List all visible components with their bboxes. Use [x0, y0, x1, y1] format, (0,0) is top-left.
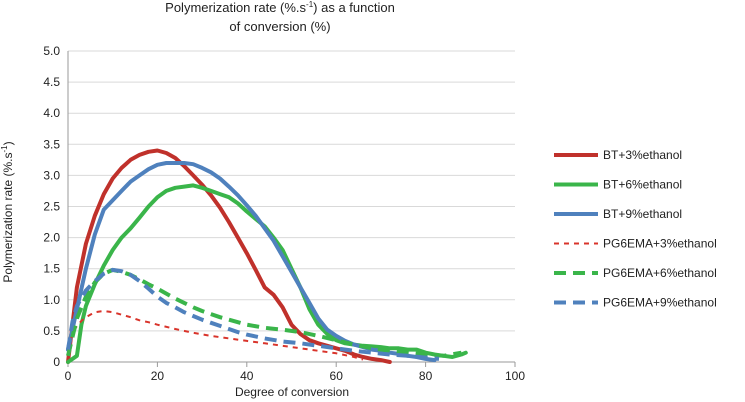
- legend-label-3: BT+9%ethanol: [603, 207, 682, 221]
- x-tick-label: 0: [65, 369, 72, 383]
- y-tick-label: 3.0: [43, 168, 60, 182]
- y-tick-label: 2.5: [43, 200, 60, 214]
- legend-label-2: BT+6%ethanol: [603, 178, 682, 192]
- series-line-4: [67, 310, 364, 361]
- y-tick-label: 1.0: [43, 293, 60, 307]
- legend-label-4: PG6EMA+3%ethanol: [603, 237, 717, 251]
- x-tick-label: 80: [419, 369, 433, 383]
- y-tick-label: 0: [53, 355, 60, 369]
- y-axis-label: Polymerization rate (%.s-1): [0, 141, 15, 282]
- legend-label-5: PG6EMA+6%ethanol: [603, 266, 717, 280]
- x-tick-label: 20: [151, 369, 165, 383]
- y-tick-label: 2.0: [43, 231, 60, 245]
- series-line-6: [66, 267, 440, 361]
- y-tick-label: 5.0: [43, 44, 60, 58]
- chart-title-line-2: of conversion (%): [229, 19, 330, 34]
- x-tick-label: 60: [330, 369, 344, 383]
- y-tick-labels: 0 0.5 1.0 1.5 2.0 2.5 3.0 3.5 4.0 4.5 5.0: [43, 44, 60, 369]
- y-tick-label: 1.5: [43, 262, 60, 276]
- legend-label-1: BT+3%ethanol: [603, 148, 682, 162]
- series-lines: [66, 148, 468, 364]
- x-tick-label: 40: [240, 369, 254, 383]
- legend: BT+3%ethanol BT+6%ethanol BT+9%ethanol PG6E…: [554, 148, 717, 310]
- legend-label-6: PG6EMA+9%ethanol: [603, 296, 717, 310]
- y-tick-label: 0.5: [43, 324, 60, 338]
- series-line-1: [66, 148, 392, 364]
- gridlines: [68, 50, 515, 332]
- y-tick-label: 4.5: [43, 75, 60, 89]
- x-axis-label: Degree of conversion: [235, 385, 349, 399]
- x-tick-label: 100: [505, 369, 525, 383]
- axes: [67, 51, 516, 367]
- y-tick-label: 4.0: [43, 106, 60, 120]
- chart-title-line-1: Polymerization rate (%.s-1) as a functio…: [165, 0, 395, 15]
- x-tick-labels: 0 20 40 60 80 100: [65, 369, 526, 383]
- series-line-3: [66, 161, 437, 363]
- y-tick-label: 3.5: [43, 137, 60, 151]
